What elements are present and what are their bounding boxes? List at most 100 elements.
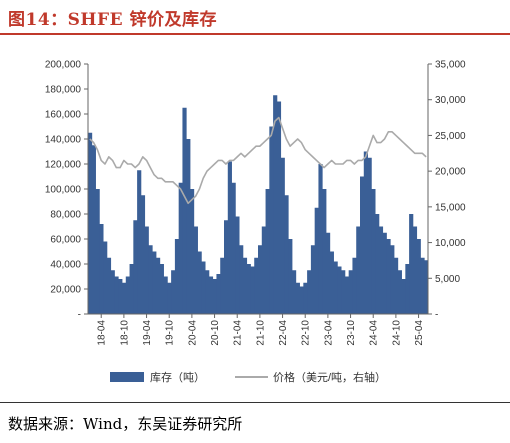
figure-title: 图14：SHFE 锌价及库存: [8, 10, 217, 30]
inventory-bar: [186, 139, 191, 314]
left-tick-label: 120,000: [45, 160, 82, 171]
left-tick-label: 80,000: [50, 210, 81, 221]
inventory-bar: [322, 189, 327, 314]
inventory-bar: [367, 157, 372, 314]
inventory-bar: [144, 226, 149, 314]
inventory-bar: [224, 220, 229, 314]
inventory-bar: [171, 270, 176, 314]
inventory-bar: [216, 274, 221, 314]
inventory-bar: [159, 264, 164, 314]
inventory-bar: [167, 282, 172, 314]
inventory-bar: [122, 282, 127, 314]
inventory-bar: [386, 239, 391, 314]
inventory-bar: [250, 266, 255, 314]
right-tick-label: 20,000: [435, 167, 466, 178]
inventory-bar: [348, 270, 353, 314]
inventory-bar: [382, 232, 387, 314]
x-tick-label: 19-10: [165, 320, 176, 346]
x-tick-label: 20-10: [210, 320, 221, 346]
inventory-bar: [205, 270, 210, 314]
right-tick-label: 30,000: [435, 95, 466, 106]
left-tick-label: 160,000: [45, 110, 82, 121]
right-tick-label: 5,000: [435, 274, 460, 285]
inventory-bar: [307, 270, 312, 314]
inventory-bar: [303, 282, 308, 314]
inventory-bar: [227, 161, 232, 314]
price-line-series: [89, 116, 427, 205]
inventory-bar: [212, 279, 217, 314]
inventory-bar: [333, 261, 338, 314]
inventory-bar: [295, 282, 300, 314]
inventory-bar: [114, 276, 119, 314]
inventory-bar: [284, 195, 289, 314]
inventory-bar: [356, 226, 361, 314]
inventory-bar: [239, 245, 244, 314]
inventory-bar: [363, 151, 368, 314]
inventory-bar: [246, 264, 251, 314]
inventory-bar: [129, 264, 134, 314]
right-tick-label: 15,000: [435, 202, 466, 213]
inventory-bar: [394, 257, 399, 314]
inventory-bar: [416, 239, 421, 314]
inventory-bar: [261, 226, 266, 314]
x-tick-label: 21-04: [233, 320, 244, 346]
inventory-bar: [273, 95, 278, 314]
inventory-bar: [375, 214, 380, 314]
x-tick-label: 22-10: [301, 320, 312, 346]
x-tick-label: 23-04: [323, 320, 334, 346]
inventory-bar: [220, 257, 225, 314]
x-tick-label: 20-04: [187, 320, 198, 346]
legend-label-inventory: 库存（吨）: [150, 370, 205, 384]
inventory-bar: [197, 251, 202, 314]
right-tick-label: 25,000: [435, 131, 466, 142]
inventory-bar: [174, 239, 180, 314]
inventory-bar: [148, 245, 153, 314]
x-tick-label: 18-04: [97, 320, 108, 346]
figure-header: 图14：SHFE 锌价及库存: [0, 0, 510, 35]
inventory-bar: [140, 195, 146, 314]
left-tick-label: 180,000: [45, 85, 82, 96]
inventory-bar: [371, 189, 376, 314]
inventory-bar: [95, 189, 100, 314]
inventory-bar: [269, 126, 274, 314]
inventory-bar: [378, 226, 384, 314]
inventory-bar: [401, 279, 406, 314]
inventory-bar: [412, 226, 418, 314]
left-tick-label: 140,000: [45, 135, 82, 146]
x-tick-label: 22-04: [278, 320, 289, 346]
inventory-bar: [337, 266, 342, 314]
inventory-bar: [99, 224, 104, 314]
left-tick-label: 40,000: [50, 260, 81, 271]
x-tick-label: 18-10: [119, 320, 130, 346]
inventory-bar: [133, 220, 138, 314]
right-tick-label: 10,000: [435, 238, 466, 249]
title-underline: [0, 33, 510, 35]
chart-container: - 20,000 40,000 60,000 80,000 100,000 120,000 1…: [0, 36, 510, 401]
inventory-bar: [258, 245, 263, 314]
left-tick-label: 20,000: [50, 285, 81, 296]
x-tick-label: 24-10: [391, 320, 402, 346]
inventory-bar: [231, 182, 236, 314]
inventory-bar: [326, 232, 331, 314]
x-tick-label: 21-10: [255, 320, 266, 346]
left-tick-label: 60,000: [50, 235, 81, 246]
inventory-bar: [299, 286, 304, 314]
inventory-bar: [352, 257, 357, 314]
inventory-bar: [280, 157, 285, 314]
inventory-bar: [242, 257, 248, 314]
inventory-bar: [201, 261, 206, 314]
inventory-bar: [137, 170, 142, 314]
chart-legend: 库存（吨） 价格（美元/吨，右轴）: [110, 370, 386, 384]
inventory-bar: [110, 270, 115, 314]
x-tick-label: 25-04: [414, 320, 425, 346]
price-line: [89, 116, 427, 205]
left-tick-label: -: [78, 310, 81, 321]
figure-source: 数据来源：Wind，东吴证券研究所: [8, 415, 243, 433]
inventory-bar: [235, 216, 240, 314]
inventory-bar: [88, 132, 93, 314]
inventory-bar: [182, 107, 187, 314]
zinc-price-inventory-chart: - 20,000 40,000 60,000 80,000 100,000 120,000 1…: [45, 60, 466, 385]
left-tick-label: 100,000: [45, 185, 82, 196]
inventory-bar: [288, 239, 293, 314]
inventory-bar: [292, 270, 297, 314]
